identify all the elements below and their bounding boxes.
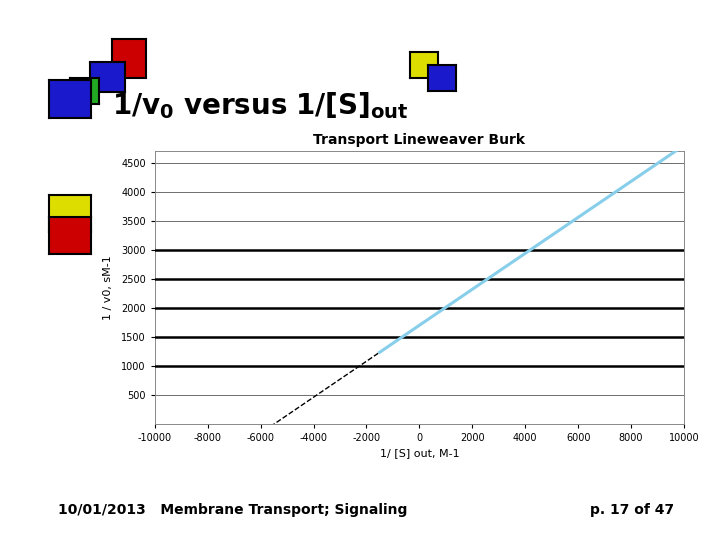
Text: p. 17 of 47: p. 17 of 47 [590, 503, 675, 517]
Text: $\mathbf{1/v_0}$$\mathbf{\ versus\ 1/[S]_{out}}$: $\mathbf{1/v_0}$$\mathbf{\ versus\ 1/[S]… [112, 90, 408, 121]
Title: Transport Lineweaver Burk: Transport Lineweaver Burk [313, 133, 526, 147]
Y-axis label: 1 / v0, sM-1: 1 / v0, sM-1 [103, 255, 113, 320]
X-axis label: 1/ [S] out, M-1: 1/ [S] out, M-1 [379, 449, 459, 458]
Text: 10/01/2013   Membrane Transport; Signaling: 10/01/2013 Membrane Transport; Signaling [58, 503, 407, 517]
